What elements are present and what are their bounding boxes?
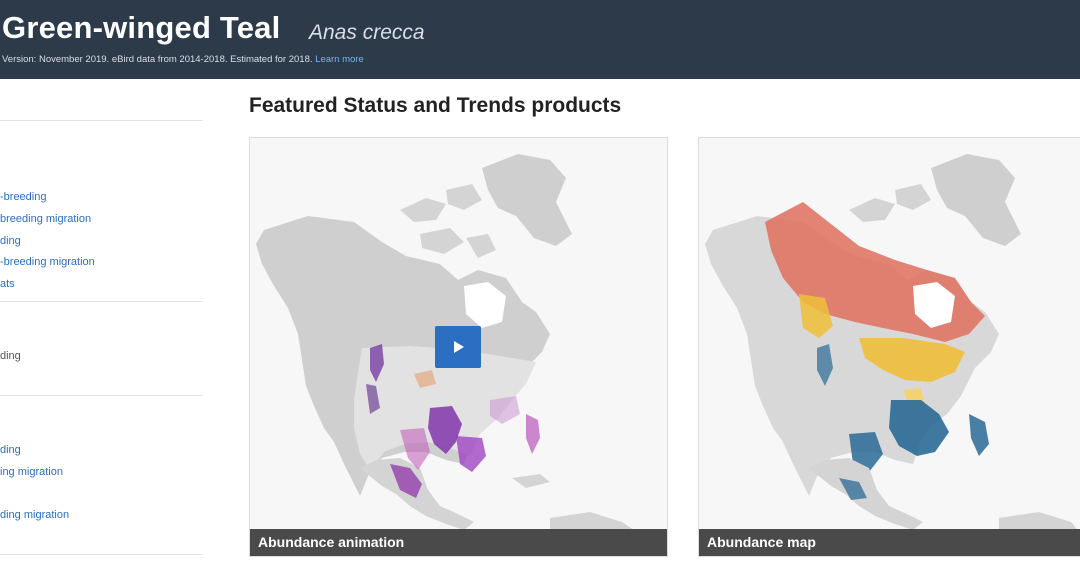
abundance-region <box>817 344 833 386</box>
abundance-map <box>705 154 1080 556</box>
abundance-region <box>839 478 867 500</box>
learn-more-link[interactable]: Learn more <box>315 54 364 65</box>
section-title: Featured Status and Trends products <box>249 94 622 117</box>
species-common-name: Green-winged Teal <box>2 10 281 45</box>
abundance-region <box>456 436 486 472</box>
sidebar-link-breeding-migration-2[interactable]: ing migration <box>0 466 63 478</box>
map-landmass <box>931 154 1021 246</box>
abundance-map-card[interactable]: Abundance map <box>698 137 1080 557</box>
abundance-region <box>490 396 520 424</box>
sidebar-divider <box>0 301 203 302</box>
sidebar-link-breeding-2[interactable]: ding <box>0 444 21 456</box>
abundance-region <box>859 338 965 382</box>
species-header: Green-winged Teal Anas crecca Version: N… <box>0 0 1080 79</box>
map-landmass <box>466 234 496 258</box>
play-icon <box>454 341 464 353</box>
sidebar-link-habitats[interactable]: ats <box>0 278 15 290</box>
map-landmass <box>446 184 482 210</box>
abundance-region <box>414 370 436 388</box>
abundance-animation-map <box>256 154 654 556</box>
map-landmass <box>895 184 931 210</box>
card-caption: Abundance animation <box>250 529 667 556</box>
card-caption: Abundance map <box>699 529 1080 556</box>
version-text: Version: November 2019. eBird data from … <box>2 54 313 65</box>
abundance-region <box>390 464 422 498</box>
version-info: Version: November 2019. eBird data from … <box>2 54 364 65</box>
abundance-region <box>889 400 949 456</box>
map-landmass <box>849 198 895 222</box>
map-water <box>464 282 506 328</box>
map-landmass <box>809 458 923 530</box>
sidebar-divider <box>0 395 203 396</box>
sidebar-nav: -breeding breeding migration ding -breed… <box>0 79 205 566</box>
abundance-region <box>370 344 384 382</box>
sidebar-link-postbreeding-migration[interactable]: -breeding migration <box>0 256 95 268</box>
sidebar-link-breeding[interactable]: -breeding <box>0 191 47 203</box>
abundance-region <box>526 414 540 454</box>
abundance-region <box>799 294 833 338</box>
sidebar-text-breeding: ding <box>0 350 21 362</box>
abundance-region <box>400 428 430 470</box>
sidebar-link-prebreeding-migration[interactable]: breeding migration <box>0 213 92 225</box>
map-landmass <box>400 198 446 222</box>
abundance-region <box>969 414 989 456</box>
sidebar-link-nonbreeding-migration-2[interactable]: ding migration <box>0 509 70 521</box>
abundance-region <box>428 406 462 454</box>
play-button[interactable] <box>435 326 481 368</box>
map-landmass <box>482 154 572 246</box>
abundance-region <box>849 432 883 472</box>
sidebar-divider <box>0 554 203 555</box>
sidebar-divider <box>0 120 203 121</box>
sidebar-link-nonbreeding[interactable]: ding <box>0 235 21 247</box>
species-scientific-name: Anas crecca <box>309 21 425 44</box>
abundance-animation-card[interactable]: Abundance animation <box>249 137 668 557</box>
map-water <box>913 282 955 328</box>
abundance-region <box>366 384 380 414</box>
map-landmass <box>420 228 464 254</box>
map-landmass <box>512 474 550 488</box>
